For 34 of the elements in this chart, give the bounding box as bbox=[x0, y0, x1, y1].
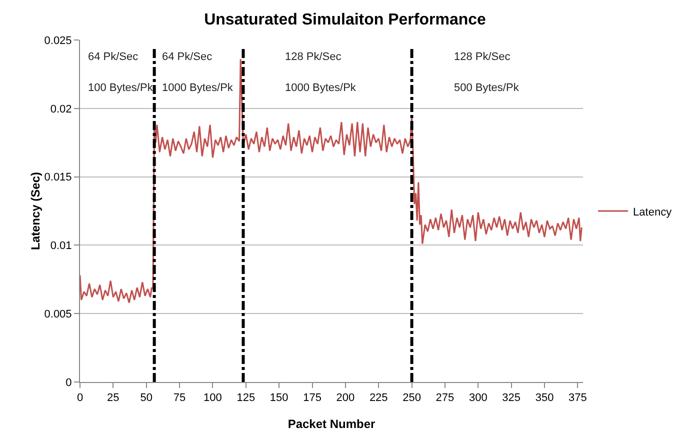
legend-label: Latency bbox=[633, 206, 672, 218]
x-tick-label: 75 bbox=[173, 392, 186, 404]
y-tick-label: 0 bbox=[66, 376, 72, 389]
x-tick-label: 275 bbox=[436, 392, 454, 404]
y-tick-label: 0.025 bbox=[44, 34, 72, 47]
annotation: 64 Pk/Sec bbox=[88, 51, 139, 63]
annotation: 100 Bytes/Pk bbox=[88, 82, 154, 94]
annotation: 500 Bytes/Pk bbox=[454, 82, 520, 94]
annotation: 128 Pk/Sec bbox=[285, 51, 342, 63]
annotation: 128 Pk/Sec bbox=[454, 51, 511, 63]
chart-title: Unsaturated Simulaiton Performance bbox=[204, 11, 486, 28]
x-tick-label: 375 bbox=[568, 392, 587, 404]
x-tick-label: 150 bbox=[270, 392, 288, 404]
y-tick-label: 0.02 bbox=[50, 103, 72, 116]
x-tick-label: 0 bbox=[76, 392, 84, 404]
x-tick-label: 225 bbox=[369, 392, 388, 404]
x-tick-label: 250 bbox=[402, 392, 421, 404]
annotation: 1000 Bytes/Pk bbox=[162, 82, 234, 94]
x-tick-label: 100 bbox=[204, 392, 222, 404]
x-tick-label: 200 bbox=[336, 392, 355, 404]
x-tick-label: 325 bbox=[502, 392, 521, 404]
y-axis-title: Latency (Sec) bbox=[28, 172, 42, 250]
x-tick-label: 25 bbox=[107, 392, 120, 404]
y-tick-label: 0.01 bbox=[50, 240, 72, 252]
y-tick-label: 0.005 bbox=[44, 308, 72, 320]
y-tick-label: 0.015 bbox=[44, 172, 72, 184]
annotation: 64 Pk/Sec bbox=[162, 51, 213, 63]
x-tick-label: 175 bbox=[303, 392, 322, 404]
x-tick-label: 50 bbox=[140, 392, 152, 404]
x-tick-label: 300 bbox=[468, 392, 488, 404]
x-tick-label: 125 bbox=[236, 392, 256, 404]
x-tick-label: 350 bbox=[535, 392, 554, 404]
annotation: 1000 Bytes/Pk bbox=[285, 82, 356, 94]
x-axis-title: Packet Number bbox=[288, 417, 376, 431]
